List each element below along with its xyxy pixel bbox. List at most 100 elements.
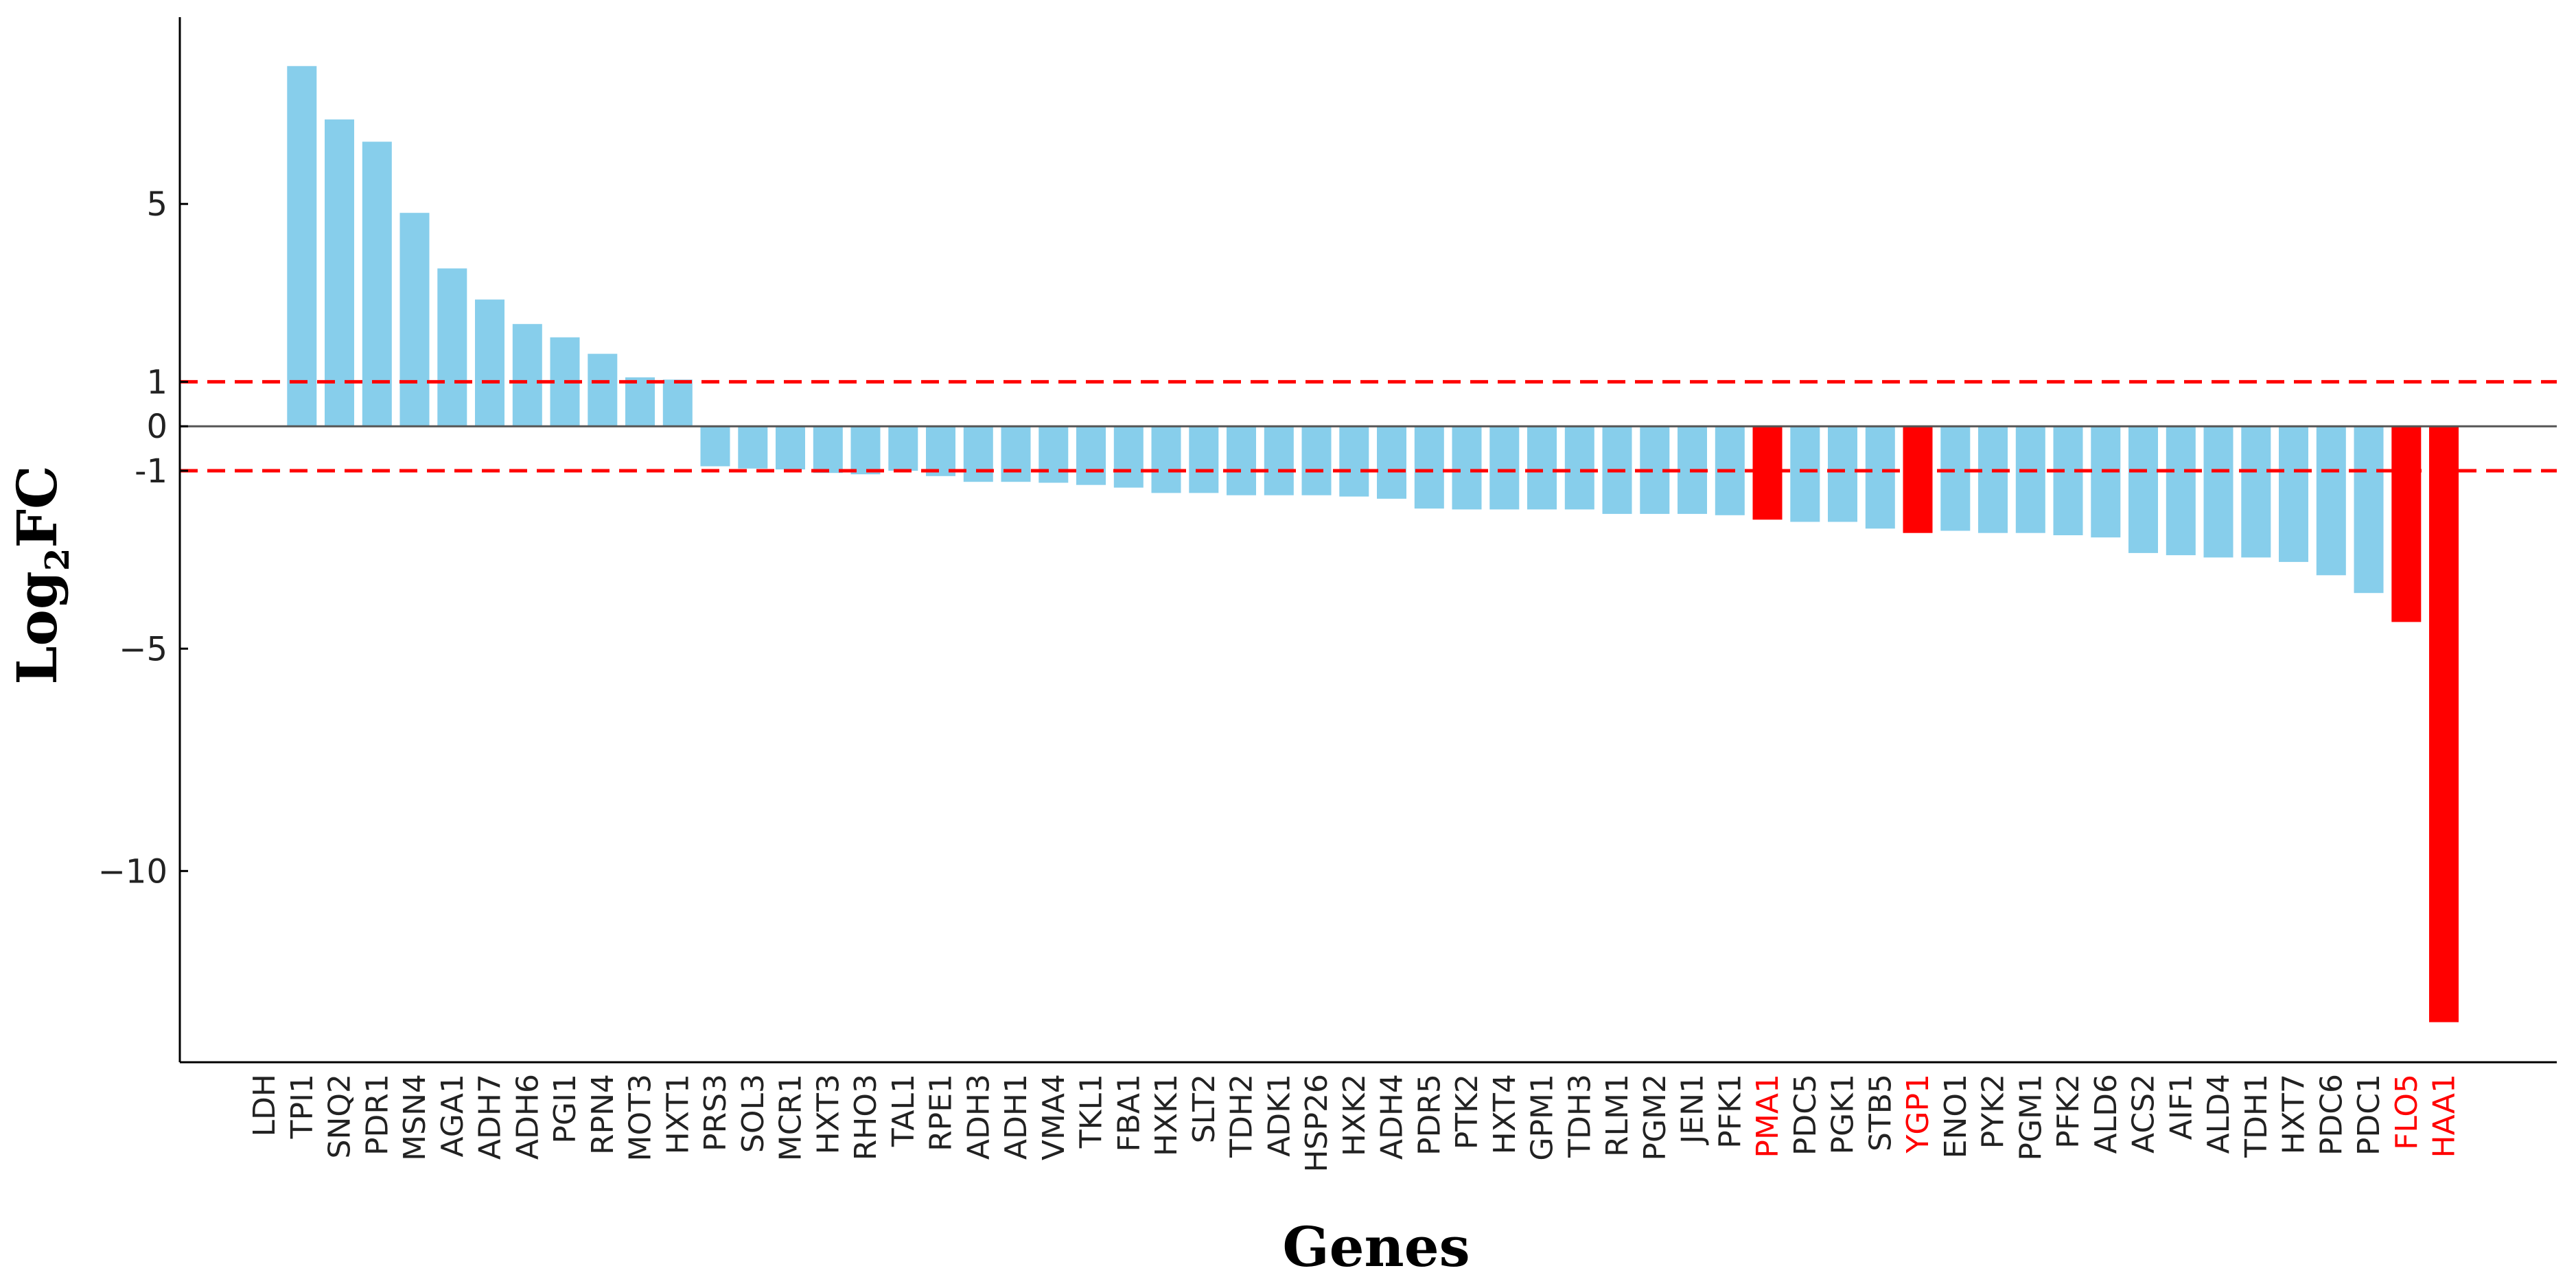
- x-tick-label-ygp1: YGP1: [1901, 1074, 1936, 1154]
- bar-acs2: [2128, 426, 2158, 553]
- x-tick-label-pgk1: PGK1: [1826, 1074, 1861, 1154]
- x-tick-label-pgm1: PGM1: [2013, 1074, 2048, 1161]
- y-axis-title: Log2FC: [5, 465, 77, 684]
- bar-snq2: [325, 119, 354, 427]
- x-tick-label-hxt1: HXT1: [660, 1074, 695, 1154]
- reference-lines-layer: [180, 379, 2557, 473]
- bar-vma4: [1038, 426, 1069, 483]
- x-tick-label-adk1: ADK1: [1262, 1074, 1297, 1157]
- bar-ald4: [2203, 426, 2233, 558]
- bar-rpn4: [588, 353, 618, 427]
- x-tick-label-mcr1: MCR1: [774, 1074, 809, 1161]
- x-tick-label-ldh: LDH: [247, 1074, 282, 1136]
- bar-tdh2: [1227, 426, 1256, 495]
- x-tick-label-mot3: MOT3: [623, 1074, 658, 1161]
- bar-pyk2: [1978, 426, 2008, 533]
- x-tick-label-tdh3: TDH3: [1562, 1074, 1597, 1158]
- bar-mcr1: [776, 426, 805, 470]
- x-tick-label-tdh2: TDH2: [1225, 1074, 1260, 1158]
- bar-gpm1: [1527, 426, 1557, 510]
- y-axis-title-subscript: 2: [38, 548, 77, 571]
- x-tick-label-hxk2: HXK2: [1337, 1074, 1372, 1156]
- bar-adh1: [1001, 426, 1031, 482]
- x-tick-label-adh7: ADH7: [473, 1074, 508, 1160]
- x-tick-label-slt2: SLT2: [1187, 1074, 1222, 1143]
- x-tick-label-stb5: STB5: [1863, 1074, 1898, 1151]
- x-tick-label-flo5: FLO5: [2389, 1074, 2424, 1150]
- bar-rho3: [850, 426, 881, 475]
- x-tick-label-pdc6: PDC6: [2314, 1074, 2349, 1156]
- bar-pdr1: [362, 141, 392, 427]
- bar-hxk2: [1339, 426, 1369, 497]
- x-tick-label-tpi1: TPI1: [285, 1074, 320, 1139]
- bar-adh7: [475, 299, 504, 427]
- x-tick-label-hsp26: HSP26: [1299, 1074, 1334, 1173]
- x-tick-label-ptk2: PTK2: [1450, 1074, 1485, 1149]
- x-tick-label-ald6: ALD6: [2089, 1074, 2124, 1154]
- labels-layer: LDH TPI1 SNQ2 PDR1 MSN4 AGA1 ADH7 ADH6 PGI1 RPN4 M…: [98, 185, 2462, 1172]
- x-tick-label-fba1: FBA1: [1111, 1074, 1146, 1152]
- y-tick-label: 1: [146, 363, 167, 401]
- bar-tal1: [888, 426, 918, 471]
- bar-pdr5: [1414, 426, 1444, 509]
- x-tick-label-hxt7: HXT7: [2277, 1074, 2312, 1154]
- x-tick-label-tkl1: TKL1: [1074, 1074, 1109, 1149]
- x-tick-label-rlm1: RLM1: [1600, 1074, 1635, 1157]
- bar-pgk1: [1828, 426, 1857, 522]
- x-tick-label-gpm1: GPM1: [1525, 1074, 1560, 1161]
- bar-hxt7: [2279, 426, 2308, 562]
- x-tick-label-acs2: ACS2: [2126, 1074, 2161, 1154]
- y-axis-title-main: Log: [5, 571, 69, 685]
- bar-sol3: [738, 426, 768, 469]
- bar-pdc5: [1790, 426, 1820, 522]
- x-tick-label-msn4: MSN4: [397, 1074, 432, 1161]
- bar-tkl1: [1076, 426, 1106, 485]
- x-tick-label-pdr5: PDR5: [1412, 1074, 1447, 1156]
- y-axis-title-tail: FC: [5, 465, 69, 548]
- bar-adh4: [1377, 426, 1406, 499]
- x-tick-label-hxt3: HXT3: [811, 1074, 846, 1154]
- x-tick-label-tdh1: TDH1: [2239, 1074, 2274, 1158]
- bar-rpe1: [926, 426, 955, 476]
- x-tick-label-adh6: ADH6: [510, 1074, 545, 1160]
- bar-stb5: [1865, 426, 1895, 529]
- bar-hxk1: [1151, 426, 1181, 493]
- x-tick-label-ald4: ALD4: [2201, 1074, 2236, 1154]
- bar-pdc1: [2354, 426, 2384, 594]
- bar-pdc6: [2316, 426, 2346, 576]
- y-tick-label: −5: [119, 630, 167, 668]
- bar-pgm1: [2015, 426, 2045, 533]
- y-tick-label: 0: [146, 408, 167, 446]
- x-tick-label-adh3: ADH3: [961, 1074, 996, 1160]
- bar-msn4: [399, 213, 430, 427]
- bar-tpi1: [287, 66, 317, 427]
- bar-aif1: [2166, 426, 2196, 556]
- bar-ptk2: [1452, 426, 1482, 510]
- bar-hxt1: [662, 379, 693, 427]
- bar-flo5: [2391, 426, 2422, 622]
- x-tick-label-pyk2: PYK2: [1976, 1074, 2011, 1149]
- bar-hxt4: [1489, 426, 1520, 510]
- x-tick-label-aga1: AGA1: [435, 1074, 470, 1158]
- x-tick-label-pfk2: PFK2: [2051, 1074, 2086, 1149]
- x-tick-label-aif1: AIF1: [2163, 1074, 2198, 1140]
- x-tick-label-pdc1: PDC1: [2352, 1074, 2387, 1156]
- x-tick-label-pfk1: PFK1: [1713, 1074, 1748, 1149]
- x-tick-label-prs3: PRS3: [698, 1074, 733, 1151]
- bar-aga1: [437, 268, 467, 427]
- bar-adk1: [1264, 426, 1294, 495]
- bar-adh3: [963, 426, 993, 482]
- x-tick-label-jen1: JEN1: [1675, 1074, 1710, 1146]
- bar-adh6: [512, 324, 542, 427]
- x-tick-label-adh1: ADH1: [999, 1074, 1034, 1160]
- bar-tdh3: [1564, 426, 1594, 510]
- x-tick-label-hxt4: HXT4: [1487, 1074, 1522, 1154]
- bar-fba1: [1113, 426, 1144, 488]
- bar-pfk2: [2053, 426, 2083, 535]
- x-tick-label-hxk1: HXK1: [1149, 1074, 1184, 1156]
- x-tick-label-pma1: PMA1: [1750, 1074, 1785, 1158]
- x-tick-label-haa1: HAA1: [2427, 1074, 2462, 1158]
- x-tick-label-adh4: ADH4: [1375, 1074, 1410, 1160]
- x-tick-label-rpe1: RPE1: [924, 1074, 959, 1151]
